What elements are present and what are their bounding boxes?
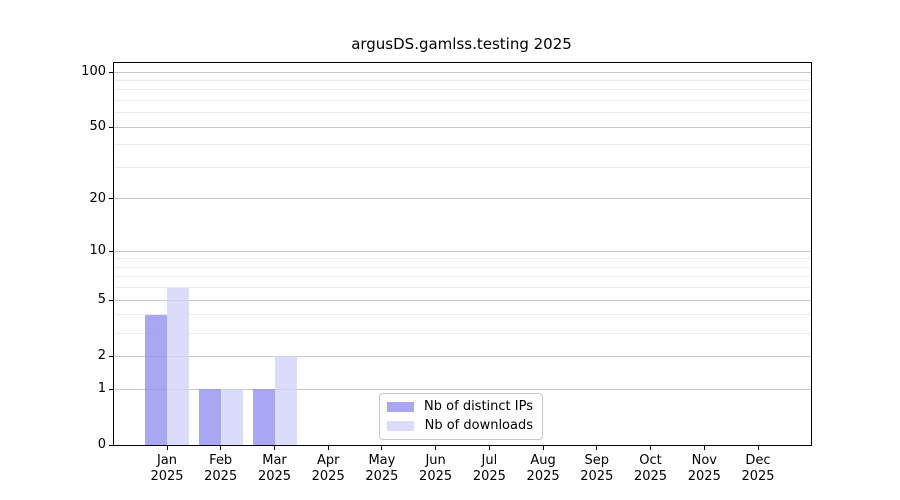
- x-tick-label: Dec 2025: [725, 453, 791, 485]
- x-tick-month: Aug: [530, 453, 556, 468]
- x-tick-label: Aug 2025: [510, 453, 576, 485]
- y-tick-label: 100: [81, 64, 106, 79]
- x-tick-mark: [542, 445, 544, 450]
- gridline-minor: [114, 100, 811, 101]
- y-tick-mark: [109, 198, 114, 200]
- gridline-minor: [114, 332, 811, 334]
- x-tick-mark: [757, 445, 759, 450]
- legend-label-downloads: Nb of downloads: [424, 418, 533, 433]
- y-tick-mark: [109, 71, 114, 73]
- gridline-minor: [114, 167, 811, 168]
- gridline-minor: [114, 112, 811, 114]
- bar-distinct-ips: [252, 389, 275, 445]
- y-tick-label: 1: [97, 381, 106, 396]
- y-tick-label: 50: [89, 119, 106, 135]
- x-tick-year: 2025: [365, 469, 399, 484]
- x-tick-label: Feb 2025: [188, 453, 254, 485]
- gridline-minor: [114, 79, 811, 81]
- x-tick-month: Jan: [156, 453, 178, 468]
- legend-item-downloads: Nb of downloads: [387, 418, 533, 434]
- y-tick-label: 5: [97, 292, 106, 308]
- legend: Nb of distinct IPs Nb of downloads: [379, 393, 543, 440]
- y-tick-mark: [109, 299, 114, 301]
- y-tick-mark: [109, 444, 114, 446]
- plot-area: 100 50 20 10 5 2 1 0 Jan 2025 Feb 2025 Mar 2025 Apr 202…: [81, 62, 812, 484]
- bar-distinct-ips: [198, 389, 221, 445]
- gridline-minor: [114, 276, 811, 278]
- x-tick-year: 2025: [526, 469, 560, 484]
- gridline-major: [114, 198, 811, 200]
- x-tick-year: 2025: [472, 469, 506, 484]
- y-tick-mark: [109, 250, 114, 252]
- gridline-minor: [114, 287, 811, 289]
- x-tick-label: Jun 2025: [403, 453, 469, 485]
- x-tick-year: 2025: [419, 469, 453, 484]
- x-tick-label: Oct 2025: [618, 453, 684, 485]
- gridline-minor: [114, 258, 811, 260]
- legend-label-distinct-ips: Nb of distinct IPs: [424, 399, 533, 414]
- x-tick-year: 2025: [150, 469, 184, 484]
- x-tick-year: 2025: [311, 469, 345, 484]
- gridline-major: [114, 250, 811, 252]
- x-tick-mark: [596, 445, 598, 450]
- x-tick-mark: [650, 445, 651, 450]
- y-tick-mark: [109, 355, 114, 357]
- x-tick-year: 2025: [257, 469, 292, 484]
- x-tick-month: Mar: [262, 453, 287, 468]
- y-tick-mark: [109, 388, 114, 390]
- x-tick-label: Sep 2025: [564, 453, 630, 485]
- gridline-major: [114, 355, 811, 357]
- x-tick-month: May: [368, 453, 396, 468]
- y-tick-label: 2: [97, 348, 106, 364]
- legend-item-distinct-ips: Nb of distinct IPs: [387, 399, 533, 415]
- gridline-major: [114, 299, 811, 301]
- x-tick-mark: [435, 445, 437, 450]
- x-tick-mark: [488, 445, 490, 450]
- gridline-major: [114, 388, 811, 390]
- gridline-minor: [114, 89, 811, 91]
- bar-downloads: [167, 287, 189, 445]
- x-tick-mark: [327, 445, 329, 450]
- legend-swatch-distinct-ips-icon: [387, 402, 414, 412]
- x-tick-month: Feb: [209, 453, 233, 468]
- x-tick-month: Nov: [691, 453, 717, 468]
- x-tick-year: 2025: [580, 469, 614, 484]
- chart-title: argusDS.gamlss.testing 2025: [351, 35, 572, 53]
- x-tick-label: May 2025: [349, 453, 415, 485]
- x-tick-year: 2025: [687, 469, 721, 484]
- y-tick-label: 0: [97, 437, 106, 452]
- y-tick-label: 10: [89, 243, 106, 259]
- x-tick-mark: [703, 445, 705, 450]
- gridline-minor: [114, 314, 811, 316]
- x-tick-label: Nov 2025: [671, 453, 737, 485]
- x-tick-month: Apr: [316, 453, 340, 468]
- gridline-major: [114, 71, 811, 73]
- legend-swatch-downloads-icon: [387, 421, 414, 431]
- x-tick-month: Sep: [584, 453, 610, 468]
- x-tick-month: Dec: [745, 453, 771, 468]
- x-tick-label: Jan 2025: [134, 453, 200, 485]
- y-tick-mark: [109, 126, 114, 128]
- x-tick-label: Mar 2025: [242, 453, 308, 485]
- bar-downloads: [220, 389, 243, 445]
- x-tick-mark: [220, 445, 222, 450]
- x-tick-month: Jul: [481, 453, 498, 468]
- x-tick-mark: [381, 445, 383, 450]
- x-tick-label: Jul 2025: [456, 453, 522, 485]
- x-tick-year: 2025: [204, 469, 238, 484]
- gridline-minor: [114, 144, 811, 146]
- x-tick-mark: [166, 445, 168, 450]
- x-tick-month: Jun: [425, 453, 446, 468]
- x-tick-mark: [274, 445, 275, 450]
- x-tick-month: Oct: [639, 453, 662, 468]
- gridline-major: [114, 126, 811, 128]
- x-tick-label: Apr 2025: [295, 453, 361, 485]
- bar-downloads: [274, 356, 297, 445]
- x-tick-year: 2025: [741, 469, 775, 484]
- bar-distinct-ips: [145, 314, 167, 445]
- gridline-minor: [114, 266, 811, 268]
- x-tick-year: 2025: [633, 469, 668, 484]
- y-tick-label: 20: [89, 190, 106, 206]
